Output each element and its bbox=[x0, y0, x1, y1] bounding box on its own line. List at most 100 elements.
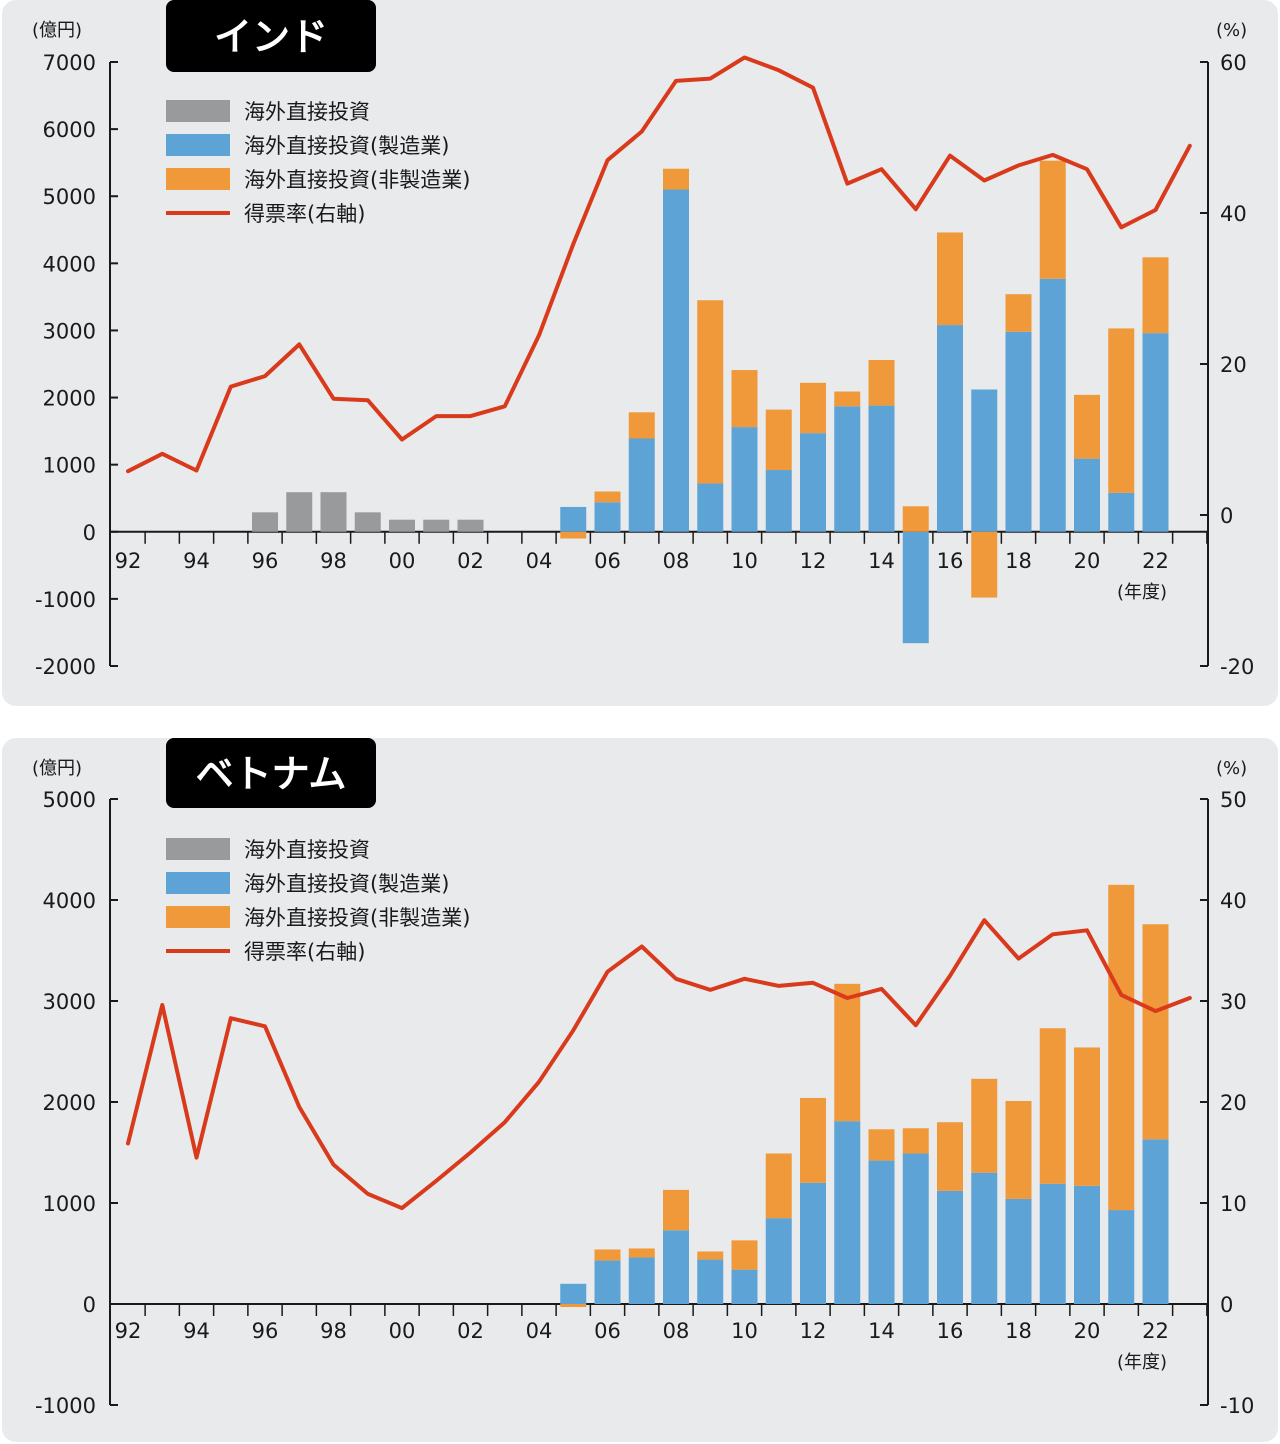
india-y2-tick-label: 40 bbox=[1220, 202, 1247, 226]
india-bar-fdi-manufacturing bbox=[834, 406, 861, 532]
vietnam-x-tick-label: 04 bbox=[526, 1319, 553, 1343]
india-y-tick-label: 6000 bbox=[43, 118, 96, 142]
vietnam-x-tick-label: 10 bbox=[731, 1319, 758, 1343]
vietnam-legend-label: 海外直接投資(非製造業) bbox=[244, 906, 470, 930]
vietnam-bar-fdi-non-manufacturing bbox=[834, 983, 861, 1122]
vietnam-bar-fdi-manufacturing bbox=[628, 1257, 655, 1304]
vietnam-bar-fdi-non-manufacturing bbox=[937, 1122, 963, 1191]
vietnam-chart: -1000010002000300040005000-1001020304050… bbox=[32, 738, 1254, 1418]
india-bar-fdi-non-manufacturing bbox=[731, 370, 758, 428]
vietnam-y-tick-label: 2000 bbox=[43, 1091, 96, 1115]
vietnam-title-box bbox=[166, 738, 376, 808]
vietnam-y-tick-label: 1000 bbox=[43, 1192, 96, 1216]
india-bar-fdi-manufacturing bbox=[1039, 278, 1066, 532]
india-bar-fdi-total bbox=[457, 519, 484, 532]
india-bar-fdi-total bbox=[286, 492, 313, 532]
india-x-tick-label: 02 bbox=[457, 549, 484, 573]
india-y2-tick-label: -20 bbox=[1220, 655, 1254, 679]
india-bar-fdi-manufacturing bbox=[1108, 492, 1135, 532]
vietnam-bar-fdi-non-manufacturing bbox=[800, 1097, 826, 1183]
india-bar-fdi-non-manufacturing bbox=[1074, 394, 1100, 459]
india-bar-fdi-manufacturing bbox=[594, 502, 621, 532]
vietnam-legend-swatch bbox=[166, 906, 230, 928]
india-bar-fdi-non-manufacturing bbox=[971, 531, 998, 598]
vietnam-vote-share-line bbox=[126, 918, 1192, 1211]
india-x-tick-label: 96 bbox=[252, 549, 279, 573]
india-bar-fdi-non-manufacturing bbox=[594, 491, 621, 503]
vietnam-bar-fdi-non-manufacturing bbox=[1005, 1100, 1032, 1199]
india-chart: -2000-100001000200030004000500060007000-… bbox=[32, 0, 1254, 679]
india-y-tick-label: -1000 bbox=[35, 588, 96, 612]
india-legend-swatch bbox=[166, 168, 230, 190]
india-bar-fdi-non-manufacturing bbox=[765, 409, 792, 471]
india-x-tick-label: 92 bbox=[115, 549, 142, 573]
vietnam-left-unit: (億円) bbox=[32, 758, 82, 779]
vietnam-bar-fdi-manufacturing bbox=[971, 1172, 998, 1304]
india-y-tick-label: 5000 bbox=[43, 185, 96, 209]
india-bar-fdi-manufacturing bbox=[1074, 458, 1100, 532]
vietnam-bar-fdi-manufacturing bbox=[868, 1160, 895, 1304]
vietnam-x-unit: (年度) bbox=[1117, 1352, 1167, 1373]
india-bar-fdi-manufacturing bbox=[765, 470, 792, 532]
india-bar-fdi-manufacturing bbox=[937, 325, 963, 532]
india-x-tick-label: 22 bbox=[1142, 549, 1169, 573]
vietnam-legend-swatch bbox=[166, 838, 230, 860]
india-bar-fdi-manufacturing bbox=[731, 427, 758, 532]
india-bar-fdi-manufacturing bbox=[628, 438, 655, 532]
india-y-tick-label: 2000 bbox=[43, 387, 96, 411]
india-y-tick-label: 3000 bbox=[43, 319, 96, 343]
india-legend-label: 得票率(右軸) bbox=[244, 202, 365, 226]
india-bar-fdi-non-manufacturing bbox=[868, 359, 895, 406]
vietnam-chart-panel: -1000 0 1000 2000 3000 4000 5000 -10 0 10 20 30 40 50… bbox=[2, 738, 1278, 1442]
vietnam-bar-fdi-manufacturing bbox=[594, 1260, 621, 1304]
vietnam-bar-fdi-manufacturing bbox=[1142, 1139, 1169, 1304]
vietnam-bar-fdi-manufacturing bbox=[560, 1283, 587, 1304]
india-y2-tick-label: 0 bbox=[1220, 504, 1233, 528]
vietnam-x-tick-label: 96 bbox=[252, 1319, 279, 1343]
india-bar-fdi-non-manufacturing bbox=[663, 168, 689, 190]
vietnam-bar-fdi-manufacturing bbox=[697, 1259, 724, 1304]
vietnam-x-tick-label: 06 bbox=[594, 1319, 621, 1343]
india-x-tick-label: 14 bbox=[868, 549, 895, 573]
india-bar-fdi-manufacturing bbox=[1005, 331, 1032, 532]
india-left-unit: (億円) bbox=[32, 20, 82, 41]
india-x-tick-label: 08 bbox=[663, 549, 690, 573]
vietnam-x-tick-label: 16 bbox=[937, 1319, 964, 1343]
vietnam-bar-fdi-non-manufacturing bbox=[1142, 924, 1169, 1140]
india-x-tick-label: 94 bbox=[183, 549, 210, 573]
vietnam-y2-tick-label: 50 bbox=[1220, 788, 1247, 812]
vietnam-y-tick-label: 4000 bbox=[43, 889, 96, 913]
india-bar-fdi-total bbox=[354, 512, 381, 532]
india-y2-tick-label: 20 bbox=[1220, 353, 1247, 377]
india-bar-fdi-manufacturing bbox=[902, 531, 929, 644]
vietnam-x-tick-label: 20 bbox=[1074, 1319, 1101, 1343]
vietnam-x-tick-label: 08 bbox=[663, 1319, 690, 1343]
vietnam-legend-label: 得票率(右軸) bbox=[244, 940, 365, 964]
vietnam-y2-tick-label: 0 bbox=[1220, 1293, 1233, 1317]
vietnam-title: ベトナム bbox=[196, 752, 347, 796]
vietnam-legend-swatch bbox=[166, 872, 230, 894]
vietnam-y-tick-label: 0 bbox=[83, 1293, 96, 1317]
vietnam-bar-fdi-manufacturing bbox=[765, 1218, 792, 1304]
vietnam-y2-tick-label: 20 bbox=[1220, 1091, 1247, 1115]
india-bar-fdi-non-manufacturing bbox=[628, 412, 655, 439]
vietnam-bar-fdi-non-manufacturing bbox=[1074, 1047, 1100, 1186]
india-bar-fdi-non-manufacturing bbox=[697, 300, 724, 484]
india-y-tick-label: 4000 bbox=[43, 252, 96, 276]
vietnam-x-tick-label: 92 bbox=[115, 1319, 142, 1343]
vietnam-bar-fdi-non-manufacturing bbox=[902, 1128, 929, 1154]
india-title: インド bbox=[214, 15, 328, 59]
india-right-unit: (%) bbox=[1216, 20, 1247, 41]
vietnam-bar-fdi-manufacturing bbox=[902, 1153, 929, 1304]
vietnam-bar-fdi-manufacturing bbox=[1108, 1210, 1135, 1304]
vietnam-bar-fdi-manufacturing bbox=[800, 1182, 826, 1304]
india-x-tick-label: 10 bbox=[731, 549, 758, 573]
india-bar-fdi-manufacturing bbox=[868, 405, 895, 532]
india-legend-swatch bbox=[166, 100, 230, 122]
india-bar-fdi-total bbox=[389, 519, 415, 532]
vietnam-x-tick-label: 14 bbox=[868, 1319, 895, 1343]
india-y-tick-label: 1000 bbox=[43, 454, 96, 478]
india-bar-fdi-manufacturing bbox=[663, 189, 689, 532]
vietnam-y-tick-label: -1000 bbox=[35, 1394, 96, 1418]
vietnam-bar-fdi-non-manufacturing bbox=[1108, 884, 1135, 1211]
